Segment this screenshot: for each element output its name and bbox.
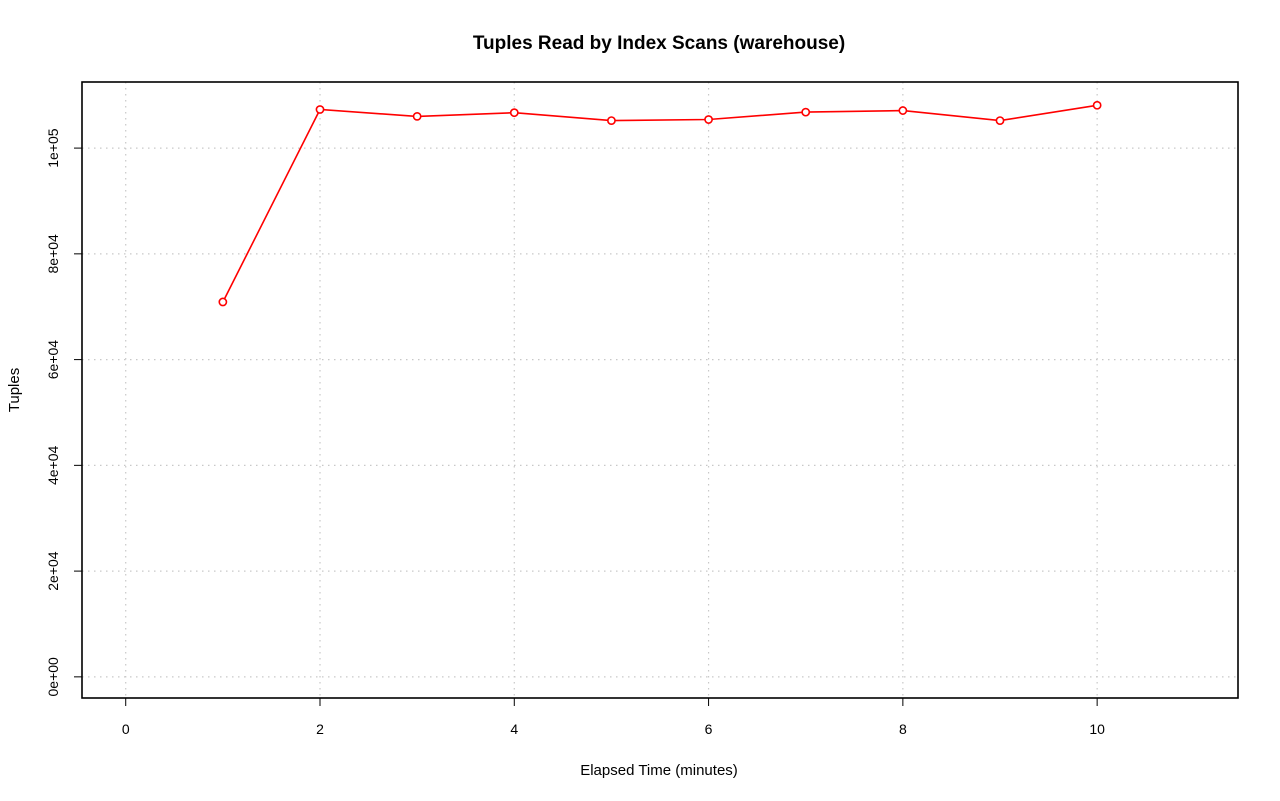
y-tick-label: 2e+04 (45, 551, 61, 591)
data-point (704, 115, 713, 124)
x-tick-label: 6 (705, 721, 713, 737)
x-tick-label: 4 (510, 721, 518, 737)
data-point (898, 106, 908, 115)
x-axis: 0 2 4 6 8 10 (122, 697, 1105, 737)
plot-frame (81, 81, 1239, 699)
x-tick-label: 2 (316, 721, 324, 737)
y-axis-label: Tuples (6, 368, 23, 412)
x-axis-label: Elapsed Time (minutes) (580, 762, 738, 779)
x-tick-label: 10 (1089, 721, 1105, 737)
data-point (412, 111, 422, 121)
data-point (218, 297, 228, 307)
x-tick-label: 0 (122, 721, 130, 737)
y-tick-label: 8e+04 (45, 234, 61, 274)
data-point (509, 108, 519, 118)
grid (82, 82, 1238, 698)
series-line (222, 104, 1098, 303)
y-tick-label: 0e+00 (45, 657, 61, 697)
y-tick-label: 4e+04 (45, 445, 61, 485)
y-axis: 0e+00 2e+04 4e+04 6e+04 8e+04 1e+05 (45, 128, 82, 697)
data-point (1092, 100, 1102, 110)
data-point (801, 107, 811, 117)
data-point (315, 105, 325, 114)
x-tick-label: 8 (899, 721, 907, 737)
y-tick-label: 6e+04 (45, 340, 61, 380)
data-point (607, 116, 616, 125)
chart-title: Tuples Read by Index Scans (warehouse) (473, 33, 845, 54)
y-tick-label: 1e+05 (45, 128, 61, 168)
data-series (218, 100, 1102, 307)
data-point (995, 116, 1005, 125)
